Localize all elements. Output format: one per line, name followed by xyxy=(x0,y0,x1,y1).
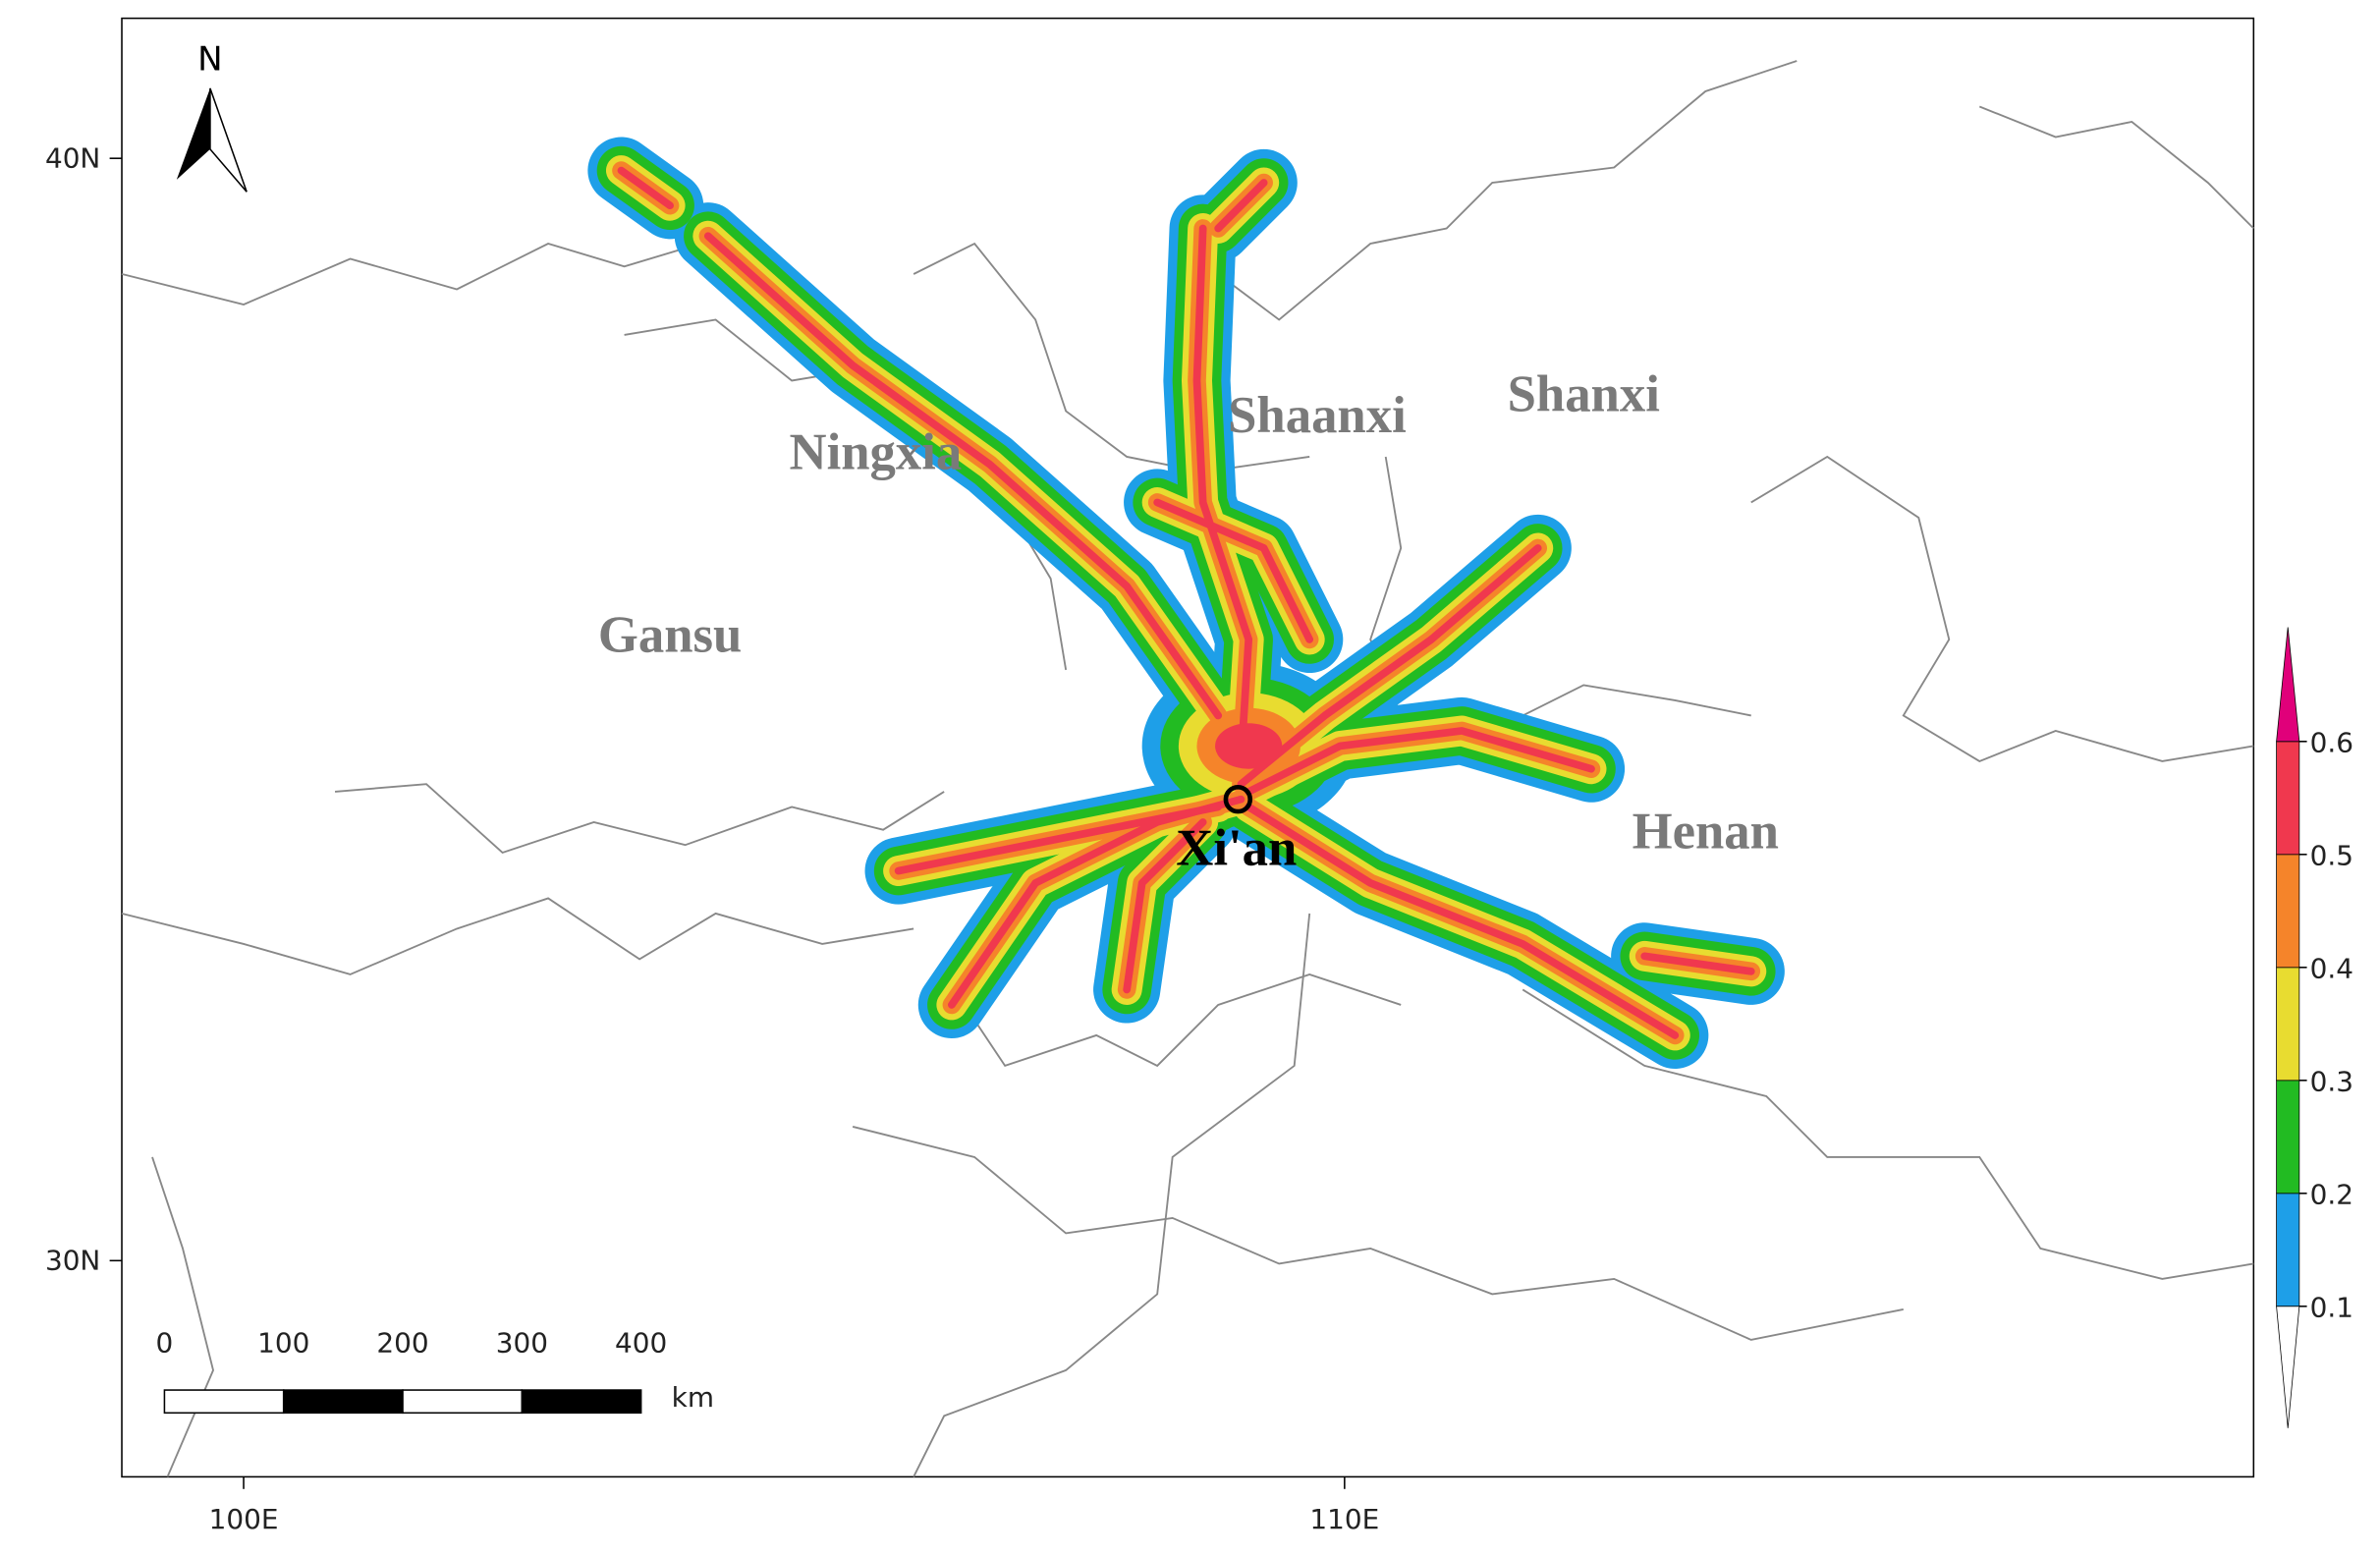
colorbar-segment xyxy=(2276,854,2300,969)
scale-label: 0 xyxy=(156,1326,174,1359)
colorbar-segment xyxy=(2276,741,2300,856)
city-marker xyxy=(1223,784,1253,814)
scale-segment xyxy=(521,1389,642,1415)
plume-layer xyxy=(1214,179,1268,233)
region-label: Shanxi xyxy=(1508,365,1660,422)
colorbar-label: 0.2 xyxy=(2310,1179,2353,1211)
lon-tick-label: 100E xyxy=(209,1503,279,1535)
scale-segment xyxy=(282,1389,404,1415)
region-label: Gansu xyxy=(598,606,742,663)
scale-label: 100 xyxy=(257,1326,309,1359)
colorbar-label: 0.5 xyxy=(2310,840,2353,872)
region-label: Ningxia xyxy=(790,423,963,480)
scale-unit: km xyxy=(672,1381,714,1414)
region-label: Shaanxi xyxy=(1228,387,1407,444)
colorbar-label: 0.3 xyxy=(2310,1066,2353,1098)
colorbar-label: 0.4 xyxy=(2310,953,2353,985)
colorbar-label: 0.6 xyxy=(2310,727,2353,759)
scale-label: 200 xyxy=(376,1326,428,1359)
plume-core xyxy=(1215,723,1283,769)
plume-layer xyxy=(1245,803,1680,1039)
plume-layer xyxy=(1237,544,1542,789)
colorbar-segment xyxy=(2276,967,2300,1082)
north-label: N xyxy=(197,39,223,79)
lon-tick-label: 110E xyxy=(1309,1503,1379,1535)
scale-label: 300 xyxy=(496,1326,548,1359)
region-label: Henan xyxy=(1633,803,1779,860)
colorbar-segment xyxy=(2276,1080,2300,1195)
city-label: Xi'an xyxy=(1176,819,1297,876)
lat-tick-label: 30N xyxy=(45,1245,100,1277)
plume-layer xyxy=(894,803,1223,875)
lat-tick-label: 40N xyxy=(45,141,100,174)
colorbar-label: 0.1 xyxy=(2310,1292,2353,1324)
colorbar-under xyxy=(2276,1306,2300,1428)
scale-label: 400 xyxy=(615,1326,667,1359)
plume-layer xyxy=(1123,818,1207,994)
plume-layer xyxy=(1192,224,1253,765)
plume-layer xyxy=(703,232,1223,720)
plume-layer xyxy=(1640,952,1755,975)
scale-segment xyxy=(402,1389,524,1415)
colorbar-segment xyxy=(2276,1193,2300,1307)
colorbar-over xyxy=(2276,627,2300,743)
plume-layer xyxy=(1153,498,1314,643)
scale-segment xyxy=(163,1389,285,1415)
concentration-plume xyxy=(587,137,1785,1070)
plume-layer xyxy=(617,166,674,210)
plume-layer xyxy=(1245,727,1595,796)
north-arrow: N xyxy=(176,39,248,193)
